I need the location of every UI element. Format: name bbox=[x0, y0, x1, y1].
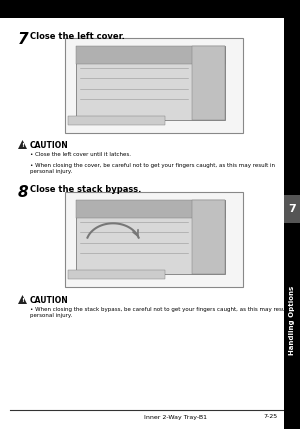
Bar bbox=[284, 195, 300, 223]
Bar bbox=[76, 199, 225, 218]
Polygon shape bbox=[18, 140, 27, 149]
Bar bbox=[76, 45, 225, 64]
Text: • Close the left cover until it latches.: • Close the left cover until it latches. bbox=[30, 152, 131, 157]
Bar bbox=[0, 0, 300, 18]
Text: Inner 2-Way Tray-B1: Inner 2-Way Tray-B1 bbox=[143, 414, 206, 420]
Bar bbox=[68, 270, 165, 279]
Bar bbox=[76, 199, 225, 274]
Text: Handling Options: Handling Options bbox=[289, 285, 295, 355]
Bar bbox=[65, 192, 243, 287]
Bar bbox=[284, 0, 300, 429]
Bar bbox=[192, 199, 225, 274]
Text: 7: 7 bbox=[288, 204, 296, 214]
Text: Close the stack bypass.: Close the stack bypass. bbox=[30, 185, 141, 194]
Text: CAUTION: CAUTION bbox=[30, 296, 69, 305]
Bar bbox=[76, 45, 225, 120]
Text: • When closing the stack bypass, be careful not to get your fingers caught, as t: • When closing the stack bypass, be care… bbox=[30, 307, 296, 318]
Text: 8: 8 bbox=[18, 185, 28, 200]
Text: 7-25: 7-25 bbox=[263, 414, 277, 420]
Text: • When closing the cover, be careful not to get your fingers caught, as this may: • When closing the cover, be careful not… bbox=[30, 163, 275, 174]
Text: 7: 7 bbox=[18, 32, 28, 47]
Text: CAUTION: CAUTION bbox=[30, 141, 69, 150]
Text: !: ! bbox=[21, 143, 24, 148]
Bar bbox=[68, 116, 165, 125]
Text: Close the left cover.: Close the left cover. bbox=[30, 32, 125, 41]
Bar bbox=[284, 418, 300, 429]
Polygon shape bbox=[18, 295, 27, 304]
Bar bbox=[192, 45, 225, 120]
Text: !: ! bbox=[21, 298, 24, 303]
Bar bbox=[65, 38, 243, 133]
